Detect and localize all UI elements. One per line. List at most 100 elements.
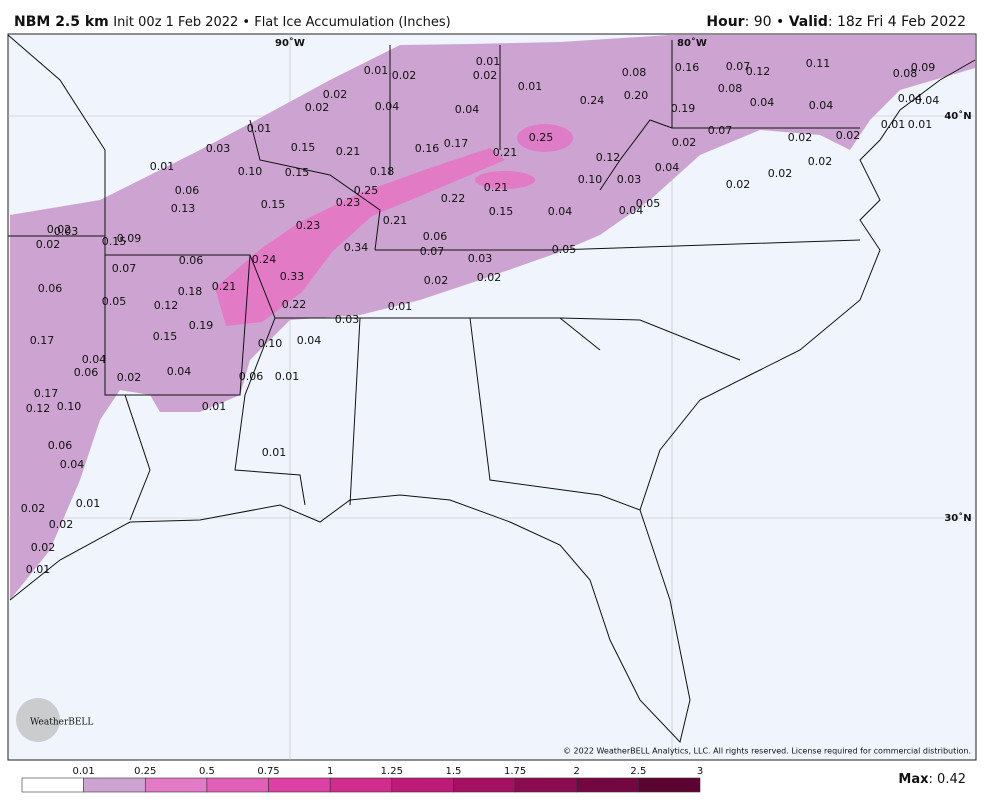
ice-label: 0.15	[261, 198, 286, 211]
ice-label: 0.02	[117, 371, 142, 384]
ice-label: 0.15	[153, 330, 178, 343]
logo: WeatherBELL	[16, 698, 93, 742]
valid-time: Hour: 90 • Valid: 18z Fri 4 Feb 2022	[706, 14, 966, 30]
ice-label: 0.09	[911, 61, 936, 74]
ice-label: 0.20	[624, 89, 649, 102]
title: NBM 2.5 km Init 00z 1 Feb 2022 • Flat Ic…	[14, 14, 451, 30]
colorbar-tick-label: 0.75	[257, 766, 279, 777]
state-border	[7, 34, 861, 521]
coastline	[9, 59, 976, 744]
ice-label: 0.03	[335, 313, 360, 326]
colorbar-swatch	[576, 777, 639, 793]
ice-label: 0.11	[806, 57, 831, 70]
ice-label: 0.16	[415, 142, 440, 155]
ice-label: 0.01	[150, 160, 175, 173]
description: Init 00z 1 Feb 2022 • Flat Ice Accumulat…	[113, 15, 450, 30]
ice-label: 0.01	[76, 497, 101, 510]
ice-label: 0.02	[672, 136, 697, 149]
ice-label: 0.15	[102, 235, 127, 248]
colorbar: 0.01 0.25 0.5 0.75 1 1.25 1.5 1.75 2 2.5 3	[21, 766, 703, 793]
ice-label: 0.01	[476, 55, 501, 68]
ice-label: 0.02	[47, 223, 72, 236]
ice-label: 0.02	[36, 238, 61, 251]
ice-label: 0.19	[189, 319, 214, 332]
ice-label: 0.19	[671, 102, 696, 115]
lat-label: 40˚N	[944, 110, 971, 122]
ice-label: 0.23	[336, 196, 361, 209]
colorbar-tick-label: 3	[697, 766, 703, 777]
colorbar-swatch	[144, 777, 208, 793]
ice-label: 0.02	[31, 541, 56, 554]
colorbar-tick-label: 0.01	[73, 766, 95, 777]
ice-label: 0.04	[60, 458, 85, 471]
ice-label: 0.17	[34, 387, 59, 400]
hour-label: Hour	[706, 14, 744, 30]
ice-label: 0.03	[54, 225, 79, 238]
ice-label: 0.13	[171, 202, 196, 215]
colorbar-tick-label: 1	[327, 766, 333, 777]
ice-label: 0.23	[296, 219, 321, 232]
ice-label: 0.21	[484, 181, 509, 194]
ice-label: 0.18	[178, 285, 203, 298]
ice-label: 0.25	[354, 184, 379, 197]
logo-text: WeatherBELL	[30, 718, 93, 728]
ice-area-pink	[517, 124, 573, 152]
ice-label: 0.10	[578, 173, 603, 186]
ice-label: 0.10	[238, 165, 263, 178]
ice-label: 0.01	[518, 80, 543, 93]
ice-area-pink	[475, 171, 535, 189]
valid: : 18z Fri 4 Feb 2022	[828, 14, 966, 30]
ice-label: 0.06	[48, 439, 73, 452]
colorbar-tick-label: 0.25	[134, 766, 156, 777]
ice-area-light	[10, 35, 975, 600]
ice-label: 0.15	[291, 141, 316, 154]
ice-label: 0.04	[619, 204, 644, 217]
copyright: © 2022 WeatherBELL Analytics, LLC. All r…	[563, 747, 971, 756]
model: NBM 2.5 km	[14, 14, 109, 30]
ice-label: 0.04	[655, 161, 680, 174]
ice-label: 0.02	[726, 178, 751, 191]
colorbar-swatch	[329, 777, 393, 793]
ice-label: 0.05	[552, 243, 577, 256]
ice-label: 0.04	[167, 365, 192, 378]
ice-label: 0.02	[323, 88, 348, 101]
max-label: Max	[898, 772, 929, 787]
ice-label: 0.08	[718, 82, 743, 95]
ice-label: 0.02	[836, 129, 861, 142]
ice-label: 0.01	[364, 64, 389, 77]
ice-label: 0.07	[420, 245, 445, 258]
ice-labels: 0.01 0.020.010.02 0.08 0.16 0.070.120.110.08…	[21, 55, 940, 576]
ice-label: 0.21	[383, 214, 408, 227]
ice-label: 0.22	[282, 298, 307, 311]
ice-label: 0.02	[49, 518, 74, 531]
ice-label: 0.10	[258, 337, 283, 350]
colorbar-swatch	[206, 777, 269, 793]
ice-label: 0.01	[881, 118, 906, 131]
colorbar-tick-label: 2	[574, 766, 580, 777]
ice-label: 0.09	[117, 232, 142, 245]
ice-label: 0.07	[726, 60, 751, 73]
ice-label: 0.03	[617, 173, 642, 186]
ice-label: 0.04	[455, 103, 480, 116]
ice-label: 0.04	[82, 353, 107, 366]
ice-label: 0.01	[26, 563, 51, 576]
ice-label: 0.06	[175, 184, 200, 197]
ice-label: 0.18	[370, 165, 395, 178]
colorbar-swatch	[268, 777, 331, 793]
ice-label: 0.24	[580, 94, 605, 107]
colorbar-tick-label: 1.25	[381, 766, 403, 777]
colorbar-swatch	[514, 777, 578, 793]
lon-label: 90˚W	[275, 37, 305, 49]
ice-label: 0.21	[336, 145, 361, 158]
ice-label: 0.03	[468, 252, 493, 265]
ice-label: 0.16	[675, 61, 700, 74]
max-value: : 0.42	[929, 772, 966, 787]
ice-label: 0.03	[206, 142, 231, 155]
colorbar-tick-label: 0.5	[199, 766, 215, 777]
ice-label: 0.04	[548, 205, 573, 218]
ice-label: 0.17	[444, 137, 469, 150]
ice-label: 0.02	[768, 167, 793, 180]
ice-label: 0.34	[344, 241, 369, 254]
ice-label: 0.01	[275, 370, 300, 383]
ice-label: 0.24	[252, 253, 277, 266]
